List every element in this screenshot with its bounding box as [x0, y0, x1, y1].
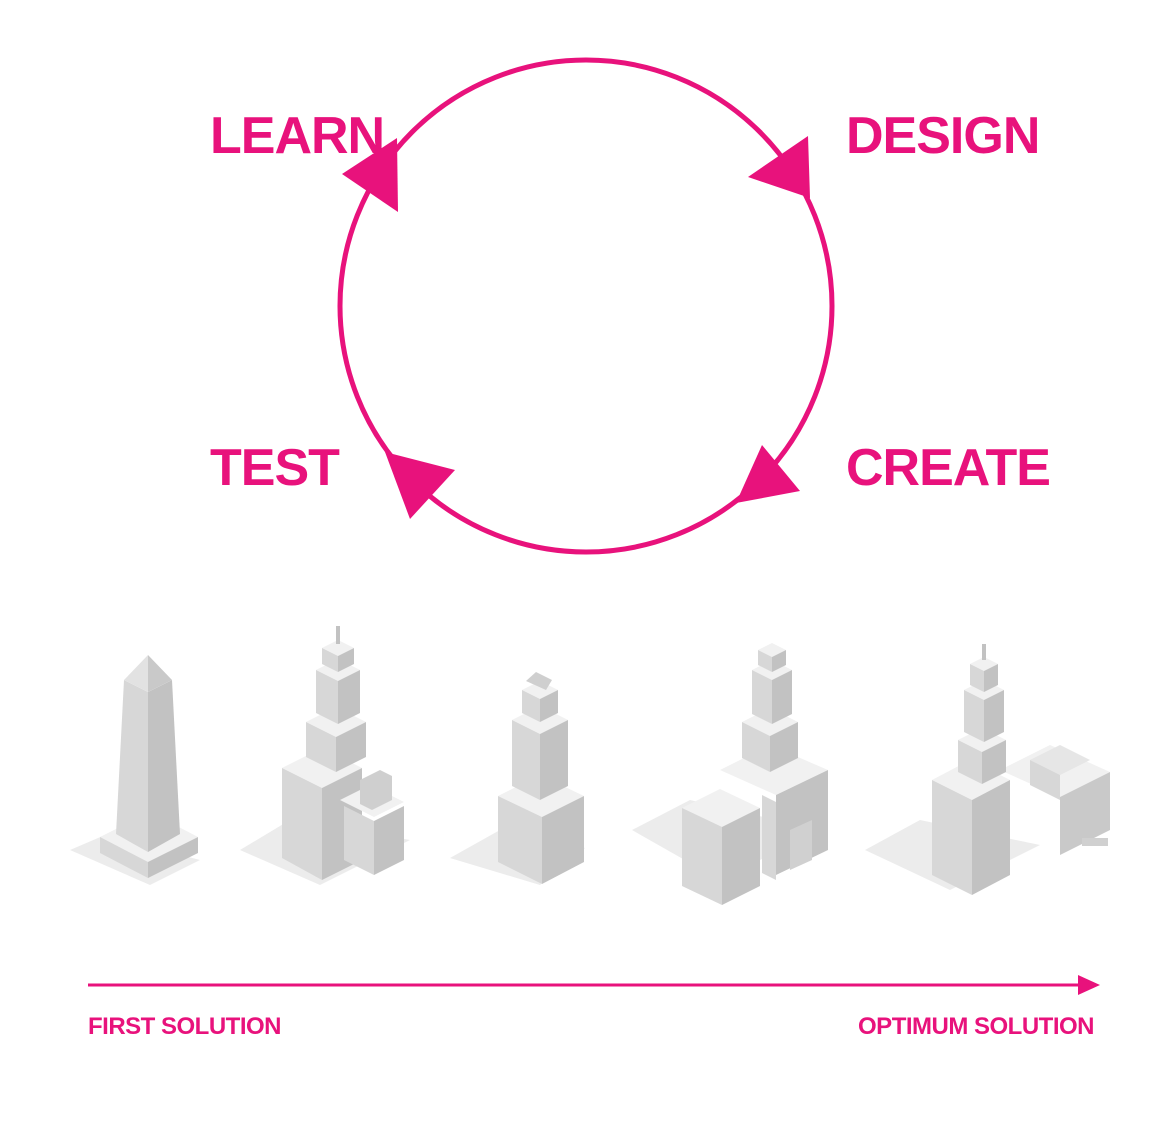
building-3-icon — [450, 672, 585, 885]
stage-label-test: TEST — [210, 439, 340, 497]
optimum-solution-label: OPTIMUM SOLUTION — [858, 1013, 1094, 1040]
stage-label-create: CREATE — [846, 439, 1050, 497]
arrow-learn-icon — [342, 138, 398, 212]
stage-label-learn: LEARN — [210, 107, 384, 165]
cycle-ring — [337, 57, 835, 555]
arrow-design-icon — [748, 136, 810, 198]
progression-arrowhead-icon — [1078, 975, 1100, 995]
building-4-icon — [632, 643, 828, 905]
building-2-icon — [240, 626, 410, 885]
arrow-create-icon — [736, 445, 800, 503]
stage-label-design: DESIGN — [846, 107, 1039, 165]
building-1-icon — [70, 655, 200, 885]
first-solution-label: FIRST SOLUTION — [88, 1013, 281, 1040]
arrow-test-icon — [385, 452, 455, 519]
building-5-icon — [865, 644, 1110, 895]
